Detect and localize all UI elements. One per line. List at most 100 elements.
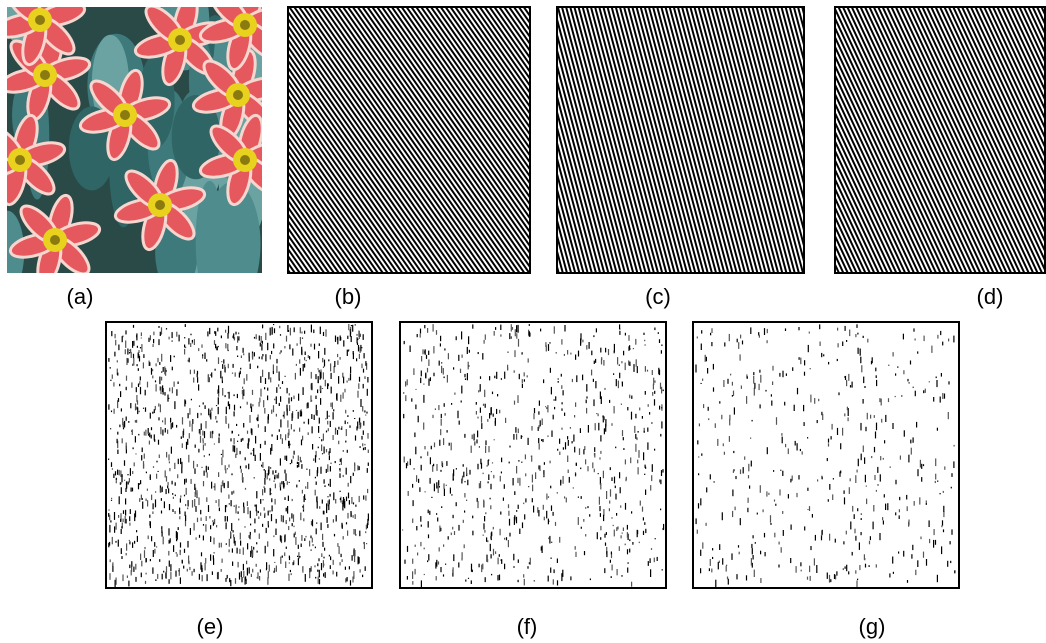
noise-dot [284,470,285,474]
noise-dot [319,370,320,372]
noise-dot [319,506,320,509]
noise-dot [790,479,791,483]
noise-dot [342,503,343,511]
noise-dot [210,525,211,529]
noise-dot [126,519,127,524]
noise-dot [243,547,244,554]
noise-dot [217,328,218,332]
noise-dot [225,465,226,470]
noise-dot [275,499,276,505]
noise-dot [468,362,469,370]
noise-dot [476,402,477,405]
noise-dot [186,479,187,483]
noise-dot [262,354,263,356]
noise-dot [616,513,617,516]
noise-dot [210,375,211,376]
noise-dot [643,333,644,335]
noise-dot [421,465,422,471]
noise-dot [187,508,188,510]
noise-dot [828,443,829,446]
noise-dot [327,421,328,425]
noise-dot [307,482,308,489]
noise-dot [425,373,426,379]
noise-dot [262,370,263,377]
noise-dot [517,395,518,403]
noise-dot [546,511,547,519]
noise-dot [662,569,663,570]
noise-dot [204,471,205,476]
noise-dot [420,542,421,546]
noise-dot [339,473,340,478]
noise-dot [611,517,612,519]
noise-dot [116,578,117,585]
noise-dot [195,492,196,497]
noise-dot [551,505,552,511]
noise-dot [513,478,514,485]
noise-dot [274,399,275,401]
noise-dot [439,440,440,446]
noise-dot [559,452,560,455]
noise-dot [163,367,164,372]
noise-dot [305,574,306,582]
noise-dot [342,373,343,378]
noise-dot [239,373,240,378]
noise-dot [864,457,865,464]
noise-dot [125,498,126,504]
noise-dot [326,449,327,452]
flower-center [155,200,165,210]
noise-dot [181,436,182,439]
noise-dot [207,472,208,477]
noise-dot [835,575,836,580]
noise-dot [516,466,517,474]
noise-dot [518,429,519,434]
noise-dot [360,399,361,407]
noise-dot [855,334,856,337]
noise-dot [557,559,558,564]
noise-dot [461,386,462,394]
noise-dot [351,325,352,326]
noise-dot [247,402,248,405]
noise-dot [221,485,222,492]
noise-dot [829,534,830,541]
noise-dot [644,522,645,525]
noise-dot [269,565,270,572]
noise-dot [114,409,115,414]
noise-dot [907,580,908,583]
noise-dot [511,336,512,339]
noise-dot [460,369,461,373]
noise-dot [340,395,341,402]
noise-dot [559,537,560,543]
noise-dot [258,424,259,428]
noise-dot [485,446,486,453]
noise-dot [268,521,269,525]
noise-dot [266,528,267,533]
noise-dot [438,480,439,486]
noise-dot [468,336,469,344]
noise-dot [268,470,269,476]
noise-dot [445,564,446,565]
noise-dot [509,462,510,464]
noise-dot [169,337,170,340]
noise-dot [329,499,330,504]
noise-dot [133,447,134,449]
noise-dot [202,568,203,572]
noise-dot [280,458,281,465]
noise-dot [654,391,655,394]
noise-dot [315,547,316,549]
noise-dot [870,536,871,540]
noise-dot [500,476,501,482]
noise-dot [594,453,595,458]
noise-dot [168,528,169,535]
noise-dot [131,567,132,572]
noise-dot [284,552,285,556]
noise-dot [274,480,275,482]
noise-dot [276,387,277,393]
noise-dot [863,446,864,453]
noise-dot [225,395,226,397]
noise-dot [657,557,658,561]
noise-dot [550,461,551,464]
noise-dot [453,554,454,561]
noise-dot [243,507,244,514]
noise-dot [321,563,322,570]
noise-dot [782,471,783,476]
